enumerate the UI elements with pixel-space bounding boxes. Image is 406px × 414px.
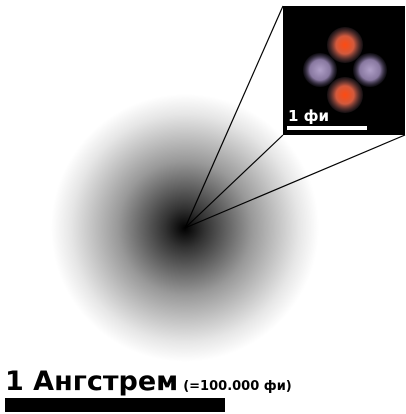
- zoom-lines: [184, 5, 406, 229]
- neutron: [303, 53, 337, 87]
- scale-label: 1 Ангстрем (=100.000 фи): [5, 366, 292, 397]
- zoom-line: [184, 134, 406, 229]
- scale-bar: [5, 398, 225, 412]
- zoom-line: [184, 5, 284, 229]
- scale-note: (=100.000 фи): [183, 379, 292, 394]
- inset-scale-bar: [287, 126, 367, 130]
- scale-label-main: 1 Ангстрем: [5, 366, 178, 397]
- inset-scale-label: 1 фи: [288, 107, 329, 125]
- proton: [327, 27, 363, 63]
- zoom-line: [184, 134, 284, 229]
- neutron: [353, 53, 387, 87]
- proton: [327, 77, 363, 113]
